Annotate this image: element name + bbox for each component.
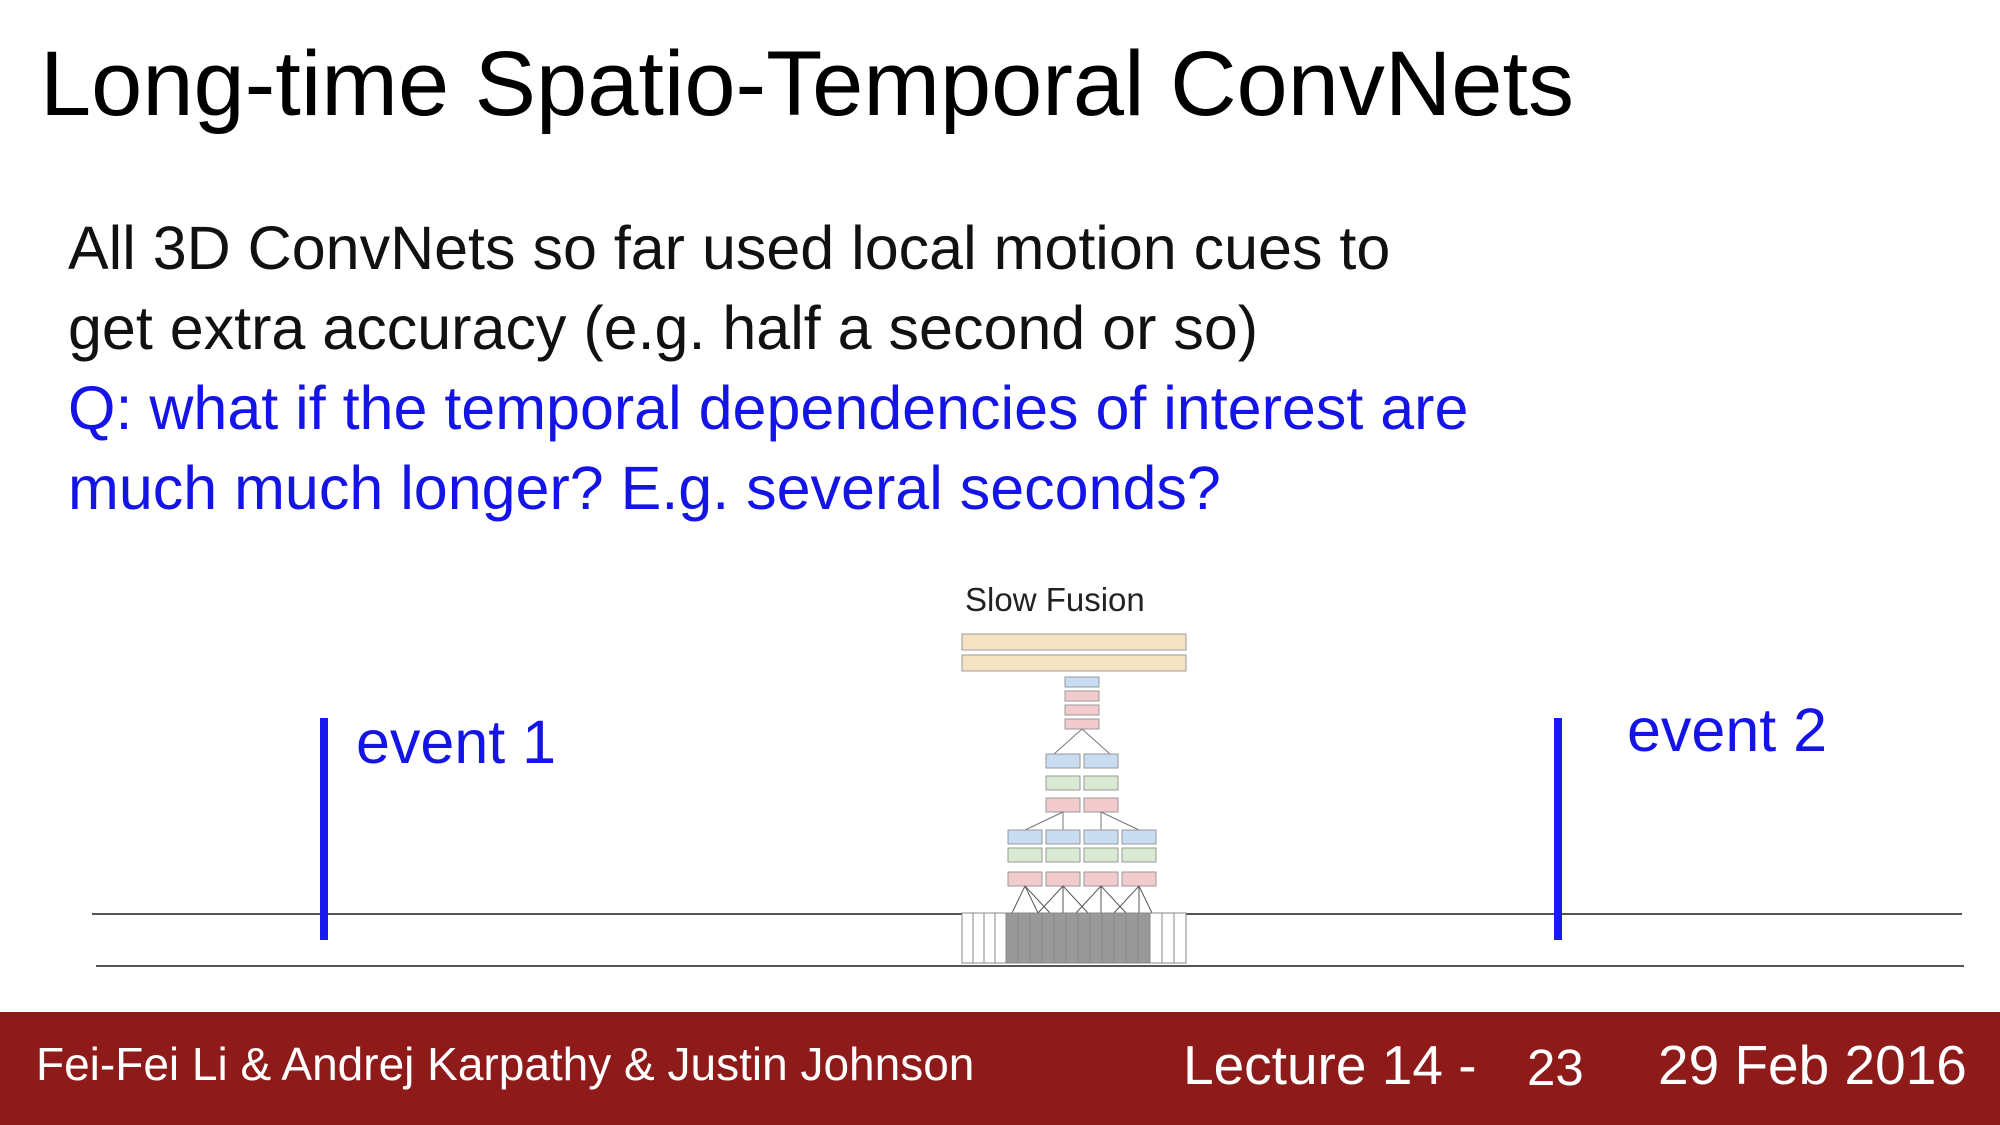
frame-13 <box>1101 912 1115 964</box>
mid-green-2 <box>1083 775 1119 791</box>
event-1-label: event 1 <box>356 708 557 776</box>
event-2-marker <box>1554 718 1562 940</box>
top-red-1 <box>1064 690 1100 702</box>
frame-5 <box>1005 912 1019 964</box>
frame-12 <box>1089 912 1103 964</box>
bot-blue-3 <box>1083 829 1119 845</box>
top-blue <box>1064 676 1100 688</box>
body-line-1: All 3D ConvNets so far used local motion… <box>68 214 1391 282</box>
frame-17 <box>1149 912 1163 964</box>
bot-green-1 <box>1007 847 1043 863</box>
connections-middle <box>1024 811 1140 831</box>
bot-green-2 <box>1045 847 1081 863</box>
frame-18 <box>1161 912 1175 964</box>
frame-8 <box>1041 912 1055 964</box>
mid-blue-1 <box>1045 753 1081 769</box>
video-frames <box>961 912 1187 964</box>
event-1-marker <box>320 718 328 940</box>
frame-6 <box>1017 912 1031 964</box>
slide-title: Long-time Spatio-Temporal ConvNets <box>40 33 1575 135</box>
frame-2 <box>972 912 985 964</box>
middle-columns <box>1045 753 1119 813</box>
fc-layer-2 <box>961 654 1187 672</box>
mid-blue-2 <box>1083 753 1119 769</box>
footer-bar: Fei-Fei Li & Andrej Karpathy & Justin Jo… <box>0 1012 2000 1125</box>
bot-blue-4 <box>1121 829 1157 845</box>
bot-blue-1 <box>1007 829 1043 845</box>
question-line-2: much much longer? E.g. several seconds? <box>68 454 1221 522</box>
frame-11 <box>1077 912 1091 964</box>
bot-blue-2 <box>1045 829 1081 845</box>
timeline-bottom <box>96 965 1964 967</box>
frame-3 <box>983 912 996 964</box>
slow-fusion-diagram <box>961 633 1187 964</box>
fc-layer-1 <box>961 633 1187 651</box>
slow-fusion-title: Slow Fusion <box>965 581 1145 618</box>
frame-16 <box>1137 912 1151 964</box>
body-line-2: get extra accuracy (e.g. half a second o… <box>68 294 1259 362</box>
bot-red-2 <box>1045 871 1081 887</box>
frame-15 <box>1125 912 1139 964</box>
connections-top <box>1053 728 1111 755</box>
bot-red-1 <box>1007 871 1043 887</box>
bot-green-4 <box>1121 847 1157 863</box>
mid-red-2 <box>1083 797 1119 813</box>
top-red-2 <box>1064 704 1100 716</box>
fc-layers <box>961 633 1187 672</box>
event-2-label: event 2 <box>1627 696 1828 764</box>
mid-green-1 <box>1045 775 1081 791</box>
bot-red-3 <box>1083 871 1119 887</box>
footer-authors: Fei-Fei Li & Andrej Karpathy & Justin Jo… <box>36 1038 975 1090</box>
frame-4 <box>994 912 1007 964</box>
frame-1 <box>961 912 974 964</box>
frame-19 <box>1173 912 1187 964</box>
mid-red-1 <box>1045 797 1081 813</box>
bot-red-4 <box>1121 871 1157 887</box>
frame-14 <box>1113 912 1127 964</box>
frame-7 <box>1029 912 1043 964</box>
question-line-1: Q: what if the temporal dependencies of … <box>68 374 1469 442</box>
footer-page-number: 23 <box>1527 1039 1584 1096</box>
bottom-columns <box>1007 829 1157 887</box>
footer-lecture: Lecture 14 - <box>1183 1034 1477 1096</box>
frame-9 <box>1053 912 1067 964</box>
footer-date: 29 Feb 2016 <box>1658 1034 1967 1096</box>
top-column <box>1064 676 1100 730</box>
frame-10 <box>1065 912 1079 964</box>
top-red-3 <box>1064 718 1100 730</box>
bot-green-3 <box>1083 847 1119 863</box>
connections-bottom <box>1011 885 1153 914</box>
